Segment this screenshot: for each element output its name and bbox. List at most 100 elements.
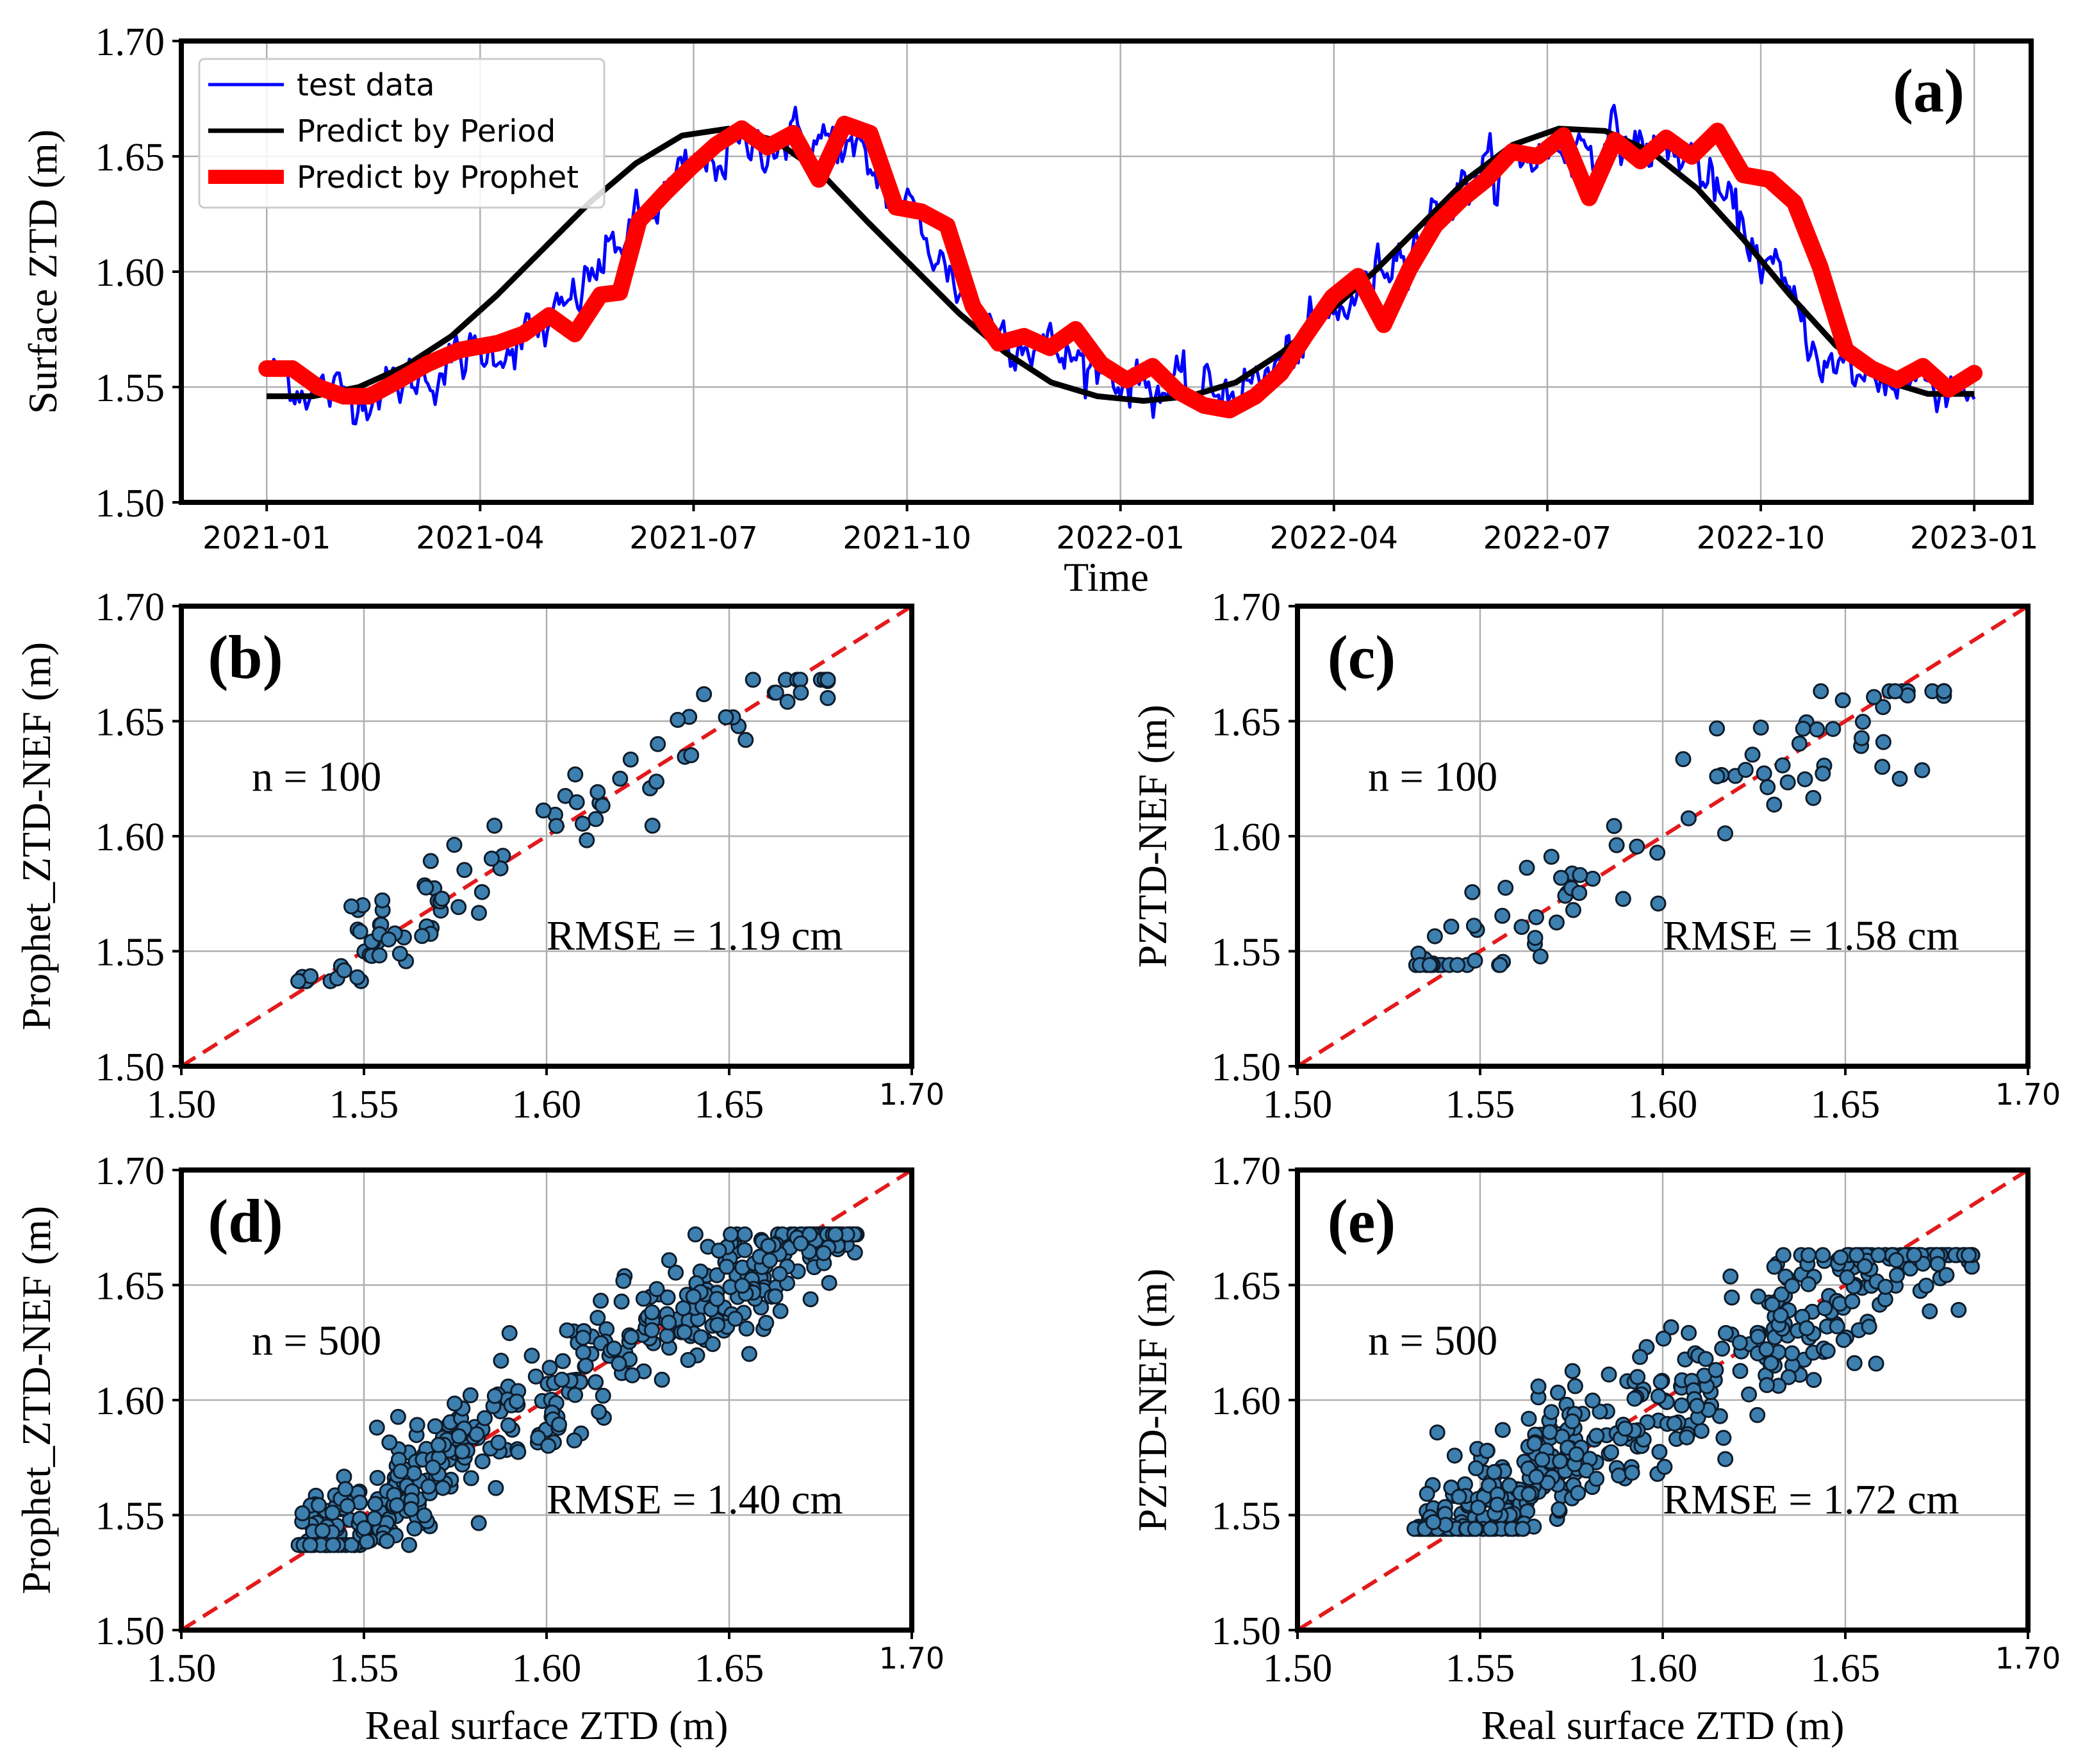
y-axis-title: Prophet_ZTD-NEF (m) [13, 1206, 59, 1594]
scatter-point [1519, 859, 1535, 876]
scatter-point [1839, 1269, 1856, 1285]
x-tick-label: 1.65 [1811, 1647, 1881, 1690]
scatter-points [1408, 683, 1952, 973]
scatter-point [623, 1329, 639, 1346]
scatter-point [1784, 1278, 1800, 1294]
scatter-point [624, 1367, 641, 1383]
scatter-point [456, 862, 473, 878]
n-annotation: n = 100 [252, 754, 381, 800]
scatter-point [359, 1533, 375, 1550]
scatter-point [510, 1444, 527, 1460]
scatter-point [416, 1507, 432, 1524]
x-tick-label: 1.65 [695, 1647, 764, 1690]
scatter-point [793, 1235, 809, 1252]
scatter-point [434, 891, 450, 907]
scatter-point [500, 1417, 516, 1433]
scatter-point [685, 1289, 702, 1305]
scatter-point [772, 1303, 789, 1319]
scatter-point [540, 1437, 557, 1454]
scatter-point [1492, 957, 1508, 973]
scatter-point [1534, 1451, 1551, 1468]
scatter-point [1494, 907, 1511, 924]
scatter-point [450, 899, 467, 916]
scatter-point [815, 1245, 832, 1262]
panel-b: 1.50 1.55 1.60 1.65 1.70 1.50 1.55 1.60 1.65 1.70… [13, 586, 944, 1126]
scatter-point [414, 928, 431, 944]
scatter-point [1708, 1362, 1724, 1378]
scatter-point [734, 1278, 750, 1294]
scatter-point [595, 1387, 611, 1404]
scatter-point [1715, 1430, 1732, 1446]
scatter-point [1791, 736, 1808, 752]
scatter-point [314, 1522, 331, 1539]
scatter-point [1750, 1328, 1767, 1345]
y-tick-label: 1.70 [1212, 1150, 1281, 1193]
scatter-point [1446, 1447, 1463, 1464]
scatter-point [463, 1470, 479, 1487]
scatter-point [1606, 818, 1622, 834]
scatter-point [1950, 1301, 1967, 1318]
scatter-point [589, 1310, 606, 1326]
scatter-point [446, 837, 463, 853]
scatter-point [381, 931, 397, 948]
scatter-point [1961, 1247, 1977, 1264]
scatter-point [1724, 1289, 1740, 1306]
scatter-point [1714, 1340, 1731, 1357]
scatter-point [1624, 1464, 1640, 1481]
scatter-point [802, 1291, 819, 1308]
scatter-point [1585, 1392, 1601, 1409]
scatter-point [1775, 1247, 1792, 1264]
scatter-point [1772, 1307, 1789, 1324]
scatter-point [615, 1273, 632, 1289]
scatter-point [1854, 730, 1870, 746]
scatter-point [1651, 1444, 1668, 1460]
scatter-point [760, 1237, 777, 1254]
scatter-point [1877, 1278, 1894, 1295]
x-tick-label: 2022-07 [1483, 520, 1612, 556]
scatter-point [1520, 1486, 1537, 1503]
y-tick-label: 1.60 [95, 816, 165, 859]
scatter-point [1451, 1488, 1467, 1505]
x-axis-title: Real surface ZTD (m) [365, 1702, 729, 1748]
scatter-point [577, 1357, 594, 1374]
scatter-point [1744, 746, 1761, 763]
scatter-point [389, 1497, 405, 1513]
rmse-annotation: RMSE = 1.40 cm [547, 1476, 843, 1523]
y-tick-label: 1.60 [95, 1380, 165, 1423]
scatter-point [1548, 914, 1565, 931]
scatter-point [648, 773, 664, 790]
scatter-point [693, 1329, 709, 1346]
scatter-point [622, 751, 639, 768]
scatter-point [1922, 1303, 1938, 1319]
y-axis-title: Prophet_ZTD-NEF (m) [13, 642, 59, 1030]
scatter-point [1588, 1471, 1605, 1487]
scatter-point [462, 1387, 479, 1403]
scatter-point [486, 1388, 503, 1405]
scatter-point [554, 1353, 571, 1369]
scatter-point [579, 832, 595, 848]
scatter-point [1887, 683, 1904, 700]
scatter-point [368, 1419, 385, 1436]
x-tick-label: 1.65 [1811, 1083, 1881, 1126]
scatter-point [1532, 948, 1549, 965]
scatter-point [430, 1437, 447, 1453]
scatter-point [374, 892, 391, 909]
scatter-point [1693, 1422, 1709, 1439]
scatter-point [1779, 774, 1796, 791]
scatter-point [1875, 699, 1891, 715]
scatter-point [588, 1374, 604, 1390]
scatter-point [403, 1501, 420, 1517]
x-tick-label: 2021-07 [629, 520, 758, 556]
scatter-point [490, 1434, 507, 1451]
scatter-point [736, 1226, 753, 1242]
scatter-point [401, 1537, 417, 1553]
scatter-point [337, 1481, 354, 1497]
scatter-point [1795, 720, 1811, 737]
scatter-point [1891, 770, 1908, 787]
scatter-point [1514, 1521, 1531, 1537]
scatter-point [527, 1368, 544, 1385]
scatter-point [611, 1355, 627, 1372]
legend-label: Predict by Prophet [297, 160, 579, 195]
x-tick-label: 1.60 [512, 1083, 582, 1126]
